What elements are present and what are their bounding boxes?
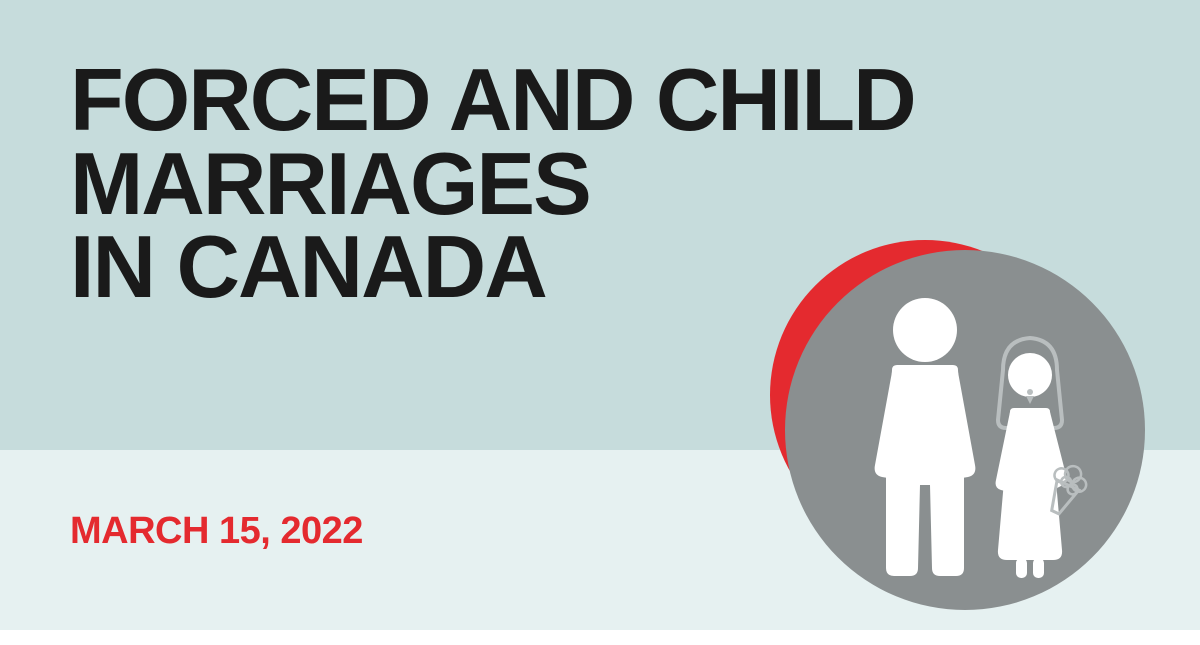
people-icon [740,220,1160,640]
date-text: MARCH 15, 2022 [70,510,363,553]
